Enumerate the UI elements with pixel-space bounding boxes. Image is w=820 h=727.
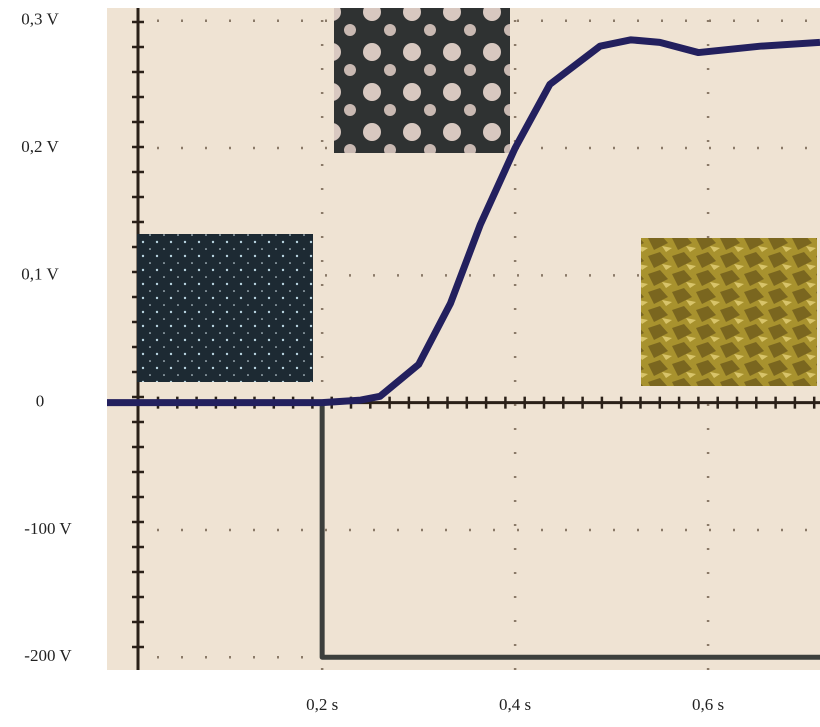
x-tick-label: 0,4 s [499, 695, 531, 714]
series-line [107, 36, 820, 407]
x-tick-label: 0,6 s [692, 695, 724, 714]
y-tick-label: 0,2 V [21, 137, 59, 156]
inset-texture [137, 234, 313, 382]
inset-texture [641, 238, 817, 386]
y-tick-label: 0,1 V [21, 264, 59, 283]
y2-tick-label: -100 V [24, 519, 72, 538]
x-tick-label: 0,2 s [306, 695, 338, 714]
y2-tick-label: -200 V [24, 646, 72, 665]
y-tick-label: 0 [36, 392, 45, 411]
y-tick-label: 0,3 V [21, 10, 59, 29]
inset-texture [334, 8, 510, 153]
